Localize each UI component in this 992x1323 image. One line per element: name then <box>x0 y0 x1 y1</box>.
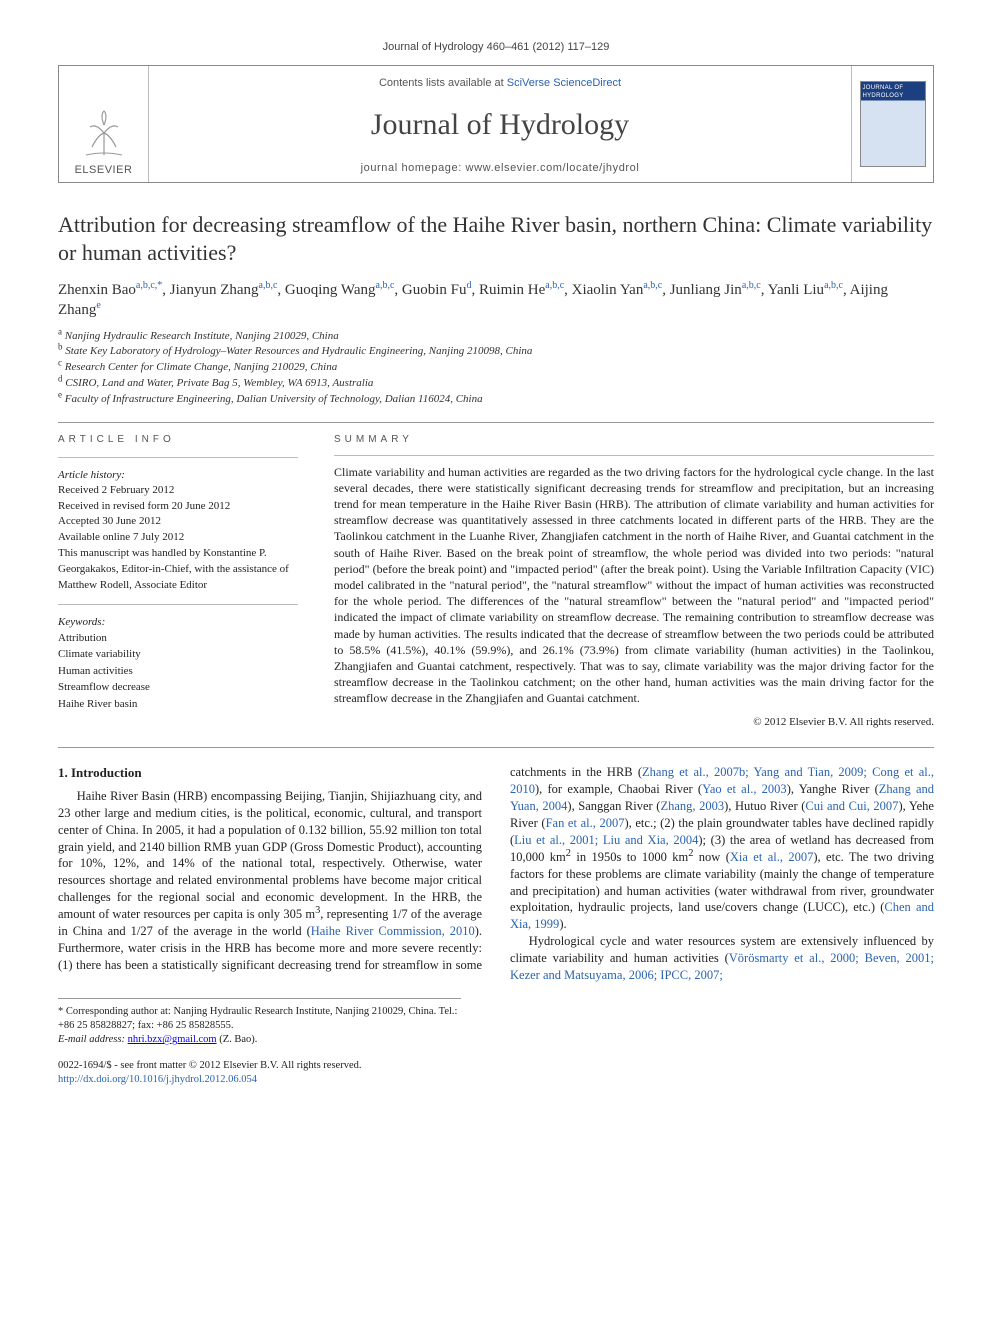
summary-text: Climate variability and human activities… <box>334 464 934 707</box>
corresponding-text: * Corresponding author at: Nanjing Hydra… <box>58 1005 461 1033</box>
intro-para-2: Hydrological cycle and water resources s… <box>510 933 934 984</box>
article-title: Attribution for decreasing streamflow of… <box>58 211 934 266</box>
cover-title: JOURNAL OF HYDROLOGY <box>863 84 923 100</box>
journal-homepage-line: journal homepage: www.elsevier.com/locat… <box>157 161 843 176</box>
history-body: Received 2 February 2012Received in revi… <box>58 483 298 595</box>
publisher-name: ELSEVIER <box>75 163 133 178</box>
keyword-item: Climate variability <box>58 646 298 663</box>
masthead: ELSEVIER Contents lists available at Sci… <box>58 65 934 183</box>
affiliation-line: c Research Center for Climate Change, Na… <box>58 360 934 376</box>
contents-prefix: Contents lists available at <box>379 77 507 89</box>
homepage-label: journal homepage: <box>361 162 466 174</box>
history-line: Received 2 February 2012 <box>58 483 298 499</box>
homepage-url: www.elsevier.com/locate/jhydrol <box>466 162 640 174</box>
publisher-block: ELSEVIER <box>59 66 149 182</box>
elsevier-tree-icon <box>74 105 134 161</box>
email-label: E-mail address: <box>58 1034 125 1045</box>
history-line: This manuscript was handled by Konstanti… <box>58 546 298 594</box>
email-suffix: (Z. Bao). <box>219 1034 257 1045</box>
running-head: Journal of Hydrology 460–461 (2012) 117–… <box>58 40 934 55</box>
article-info-column: ARTICLE INFO Article history: Received 2… <box>58 433 298 729</box>
affiliation-line: d CSIRO, Land and Water, Private Bag 5, … <box>58 376 934 392</box>
corresponding-footnote: * Corresponding author at: Nanjing Hydra… <box>58 998 461 1048</box>
affiliation-line: e Faculty of Infrastructure Engineering,… <box>58 392 934 408</box>
journal-name: Journal of Hydrology <box>157 105 843 146</box>
history-line: Accepted 30 June 2012 <box>58 514 298 530</box>
doi-link[interactable]: http://dx.doi.org/10.1016/j.jhydrol.2012… <box>58 1074 257 1085</box>
affiliation-line: b State Key Laboratory of Hydrology–Wate… <box>58 344 934 360</box>
affiliations: a Nanjing Hydraulic Research Institute, … <box>58 329 934 409</box>
keyword-item: Human activities <box>58 663 298 680</box>
sciencedirect-link[interactable]: SciVerse ScienceDirect <box>507 77 621 89</box>
cover-thumb-block: JOURNAL OF HYDROLOGY <box>851 66 933 182</box>
keyword-item: Attribution <box>58 630 298 647</box>
section-heading: 1. Introduction <box>58 764 482 782</box>
keywords-list: AttributionClimate variabilityHuman acti… <box>58 630 298 713</box>
keywords-head: Keywords: <box>58 615 298 630</box>
history-line: Received in revised form 20 June 2012 <box>58 499 298 515</box>
history-line: Available online 7 July 2012 <box>58 530 298 546</box>
divider <box>58 747 934 748</box>
front-matter-line: 0022-1694/$ - see front matter © 2012 El… <box>58 1059 934 1087</box>
keyword-item: Streamflow decrease <box>58 679 298 696</box>
email-link[interactable]: nhri.bzx@gmail.com <box>128 1034 217 1045</box>
masthead-center: Contents lists available at SciVerse Sci… <box>149 66 851 182</box>
body-columns: 1. Introduction Haihe River Basin (HRB) … <box>58 764 934 983</box>
summary-label: SUMMARY <box>334 433 934 447</box>
copyright-line: © 2012 Elsevier B.V. All rights reserved… <box>334 715 934 730</box>
keyword-item: Haihe River basin <box>58 696 298 713</box>
contents-available-line: Contents lists available at SciVerse Sci… <box>157 76 843 91</box>
history-head: Article history: <box>58 468 298 483</box>
page: Journal of Hydrology 460–461 (2012) 117–… <box>0 0 992 1118</box>
affiliation-line: a Nanjing Hydraulic Research Institute, … <box>58 329 934 345</box>
journal-cover-thumbnail: JOURNAL OF HYDROLOGY <box>860 81 926 167</box>
info-row: ARTICLE INFO Article history: Received 2… <box>58 433 934 729</box>
author-list: Zhenxin Baoa,b,c,*, Jianyun Zhanga,b,c, … <box>58 280 934 321</box>
summary-column: SUMMARY Climate variability and human ac… <box>334 433 934 729</box>
issn-line: 0022-1694/$ - see front matter © 2012 El… <box>58 1059 934 1073</box>
article-info-label: ARTICLE INFO <box>58 433 298 447</box>
divider <box>58 422 934 423</box>
